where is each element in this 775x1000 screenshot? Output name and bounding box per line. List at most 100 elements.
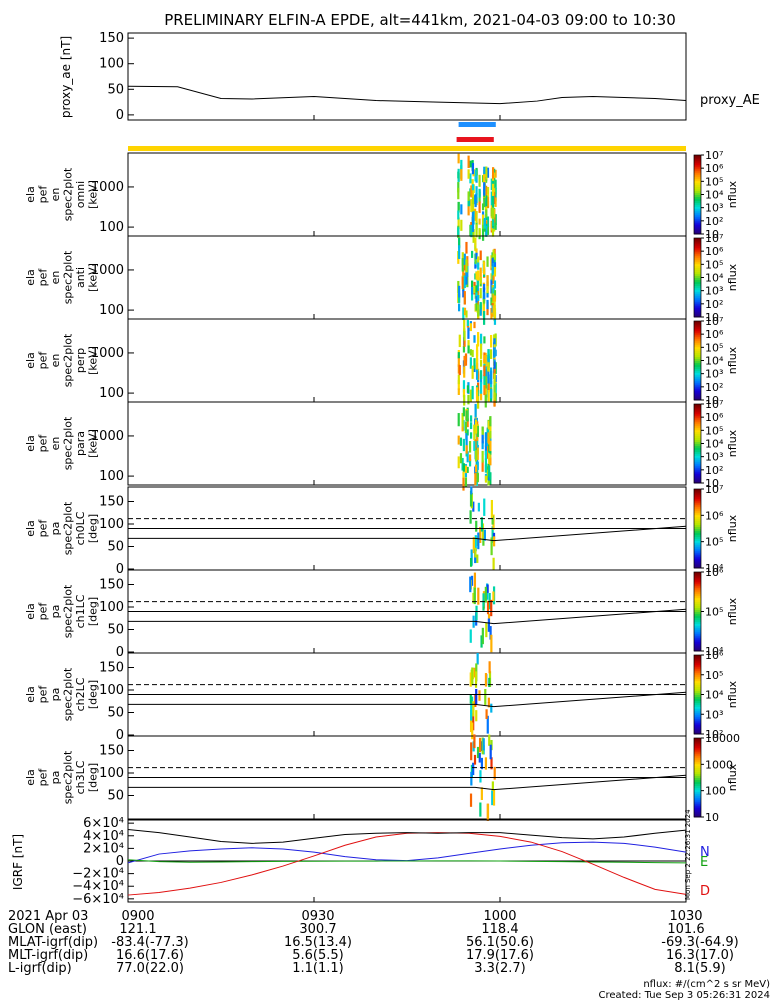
colorbar-cell bbox=[694, 398, 701, 401]
colorbar-cell bbox=[694, 451, 701, 454]
spectrogram-pixel bbox=[466, 466, 469, 473]
spectrogram-ylabel-line: omni bbox=[74, 181, 87, 208]
pitch-line-solid_lower bbox=[128, 608, 687, 625]
colorbar-cell bbox=[694, 696, 701, 699]
colorbar-tick-label: 10000 bbox=[705, 732, 740, 745]
colorbar-cell bbox=[694, 457, 701, 460]
colorbar-cell bbox=[694, 419, 701, 423]
spectrogram-pixel bbox=[486, 197, 490, 207]
proxy-ae-ylabel: proxy_ae [nT] bbox=[59, 36, 73, 118]
spectrogram-pixel bbox=[483, 174, 486, 185]
pitch-pixel bbox=[473, 734, 476, 749]
pitch-pixel bbox=[472, 592, 475, 604]
colorbar-cell bbox=[694, 714, 701, 717]
colorbar-cell bbox=[694, 745, 701, 749]
colorbar-cell bbox=[694, 656, 701, 660]
colorbar-cell bbox=[694, 162, 701, 166]
spectrogram-pixel bbox=[475, 224, 478, 238]
colorbar-tick-label: 10 bbox=[705, 228, 719, 241]
colorbar-cell bbox=[694, 704, 701, 707]
spectrogram-pixel bbox=[475, 358, 479, 371]
spectrogram-pixel bbox=[460, 204, 463, 215]
colorbar-cell bbox=[694, 645, 701, 648]
colorbar-cell bbox=[694, 538, 701, 541]
pitch-ylabel-line: ch0LC bbox=[74, 511, 87, 545]
spectrogram-pixel bbox=[491, 207, 495, 221]
spectrogram-pixel bbox=[475, 295, 478, 303]
pitch-ylabel-line: [deg] bbox=[87, 763, 100, 792]
colorbar-cell bbox=[694, 459, 701, 462]
spectrogram-pixel bbox=[481, 224, 485, 231]
colorbar-cell bbox=[694, 186, 701, 190]
colorbar-cell bbox=[694, 338, 701, 342]
colorbar-cell bbox=[694, 722, 701, 725]
colorbar-cell bbox=[694, 287, 701, 290]
spectrogram-pixel bbox=[478, 201, 481, 213]
spectrogram-pixel bbox=[473, 430, 476, 441]
igrf-series-N bbox=[127, 841, 687, 864]
pitch-pixel bbox=[473, 587, 476, 605]
pitch-pixel bbox=[469, 576, 472, 593]
colorbar-cell bbox=[694, 194, 701, 197]
spectrogram-pixel bbox=[465, 410, 468, 421]
colorbar-cell bbox=[694, 637, 701, 640]
colorbar-cell bbox=[694, 429, 701, 433]
colorbar-cell bbox=[694, 670, 701, 674]
spectrogram-pixel bbox=[486, 444, 489, 454]
pitch-pixel bbox=[472, 537, 475, 554]
spectrogram-ylabel-line: pef bbox=[37, 434, 50, 453]
colorbar-tick-label: 10 bbox=[705, 811, 719, 824]
pitch-ylabel-line: ch2LC bbox=[74, 677, 87, 711]
colorbar-cell bbox=[694, 732, 701, 735]
spectrogram-pixel bbox=[479, 250, 482, 261]
spectrogram-pixel bbox=[494, 223, 497, 230]
pitch-pixel bbox=[475, 688, 478, 705]
spectrogram-pixel bbox=[477, 262, 480, 270]
pitch-pixel bbox=[490, 537, 493, 556]
spectrogram-pixel bbox=[490, 380, 493, 388]
spectrogram-pixel bbox=[464, 353, 468, 366]
colorbar-cell bbox=[694, 346, 701, 350]
proxy-ae-legend: proxy_AE bbox=[700, 93, 760, 108]
colorbar-title-2: nflux bbox=[726, 346, 739, 374]
colorbar-tick-label: 1000 bbox=[705, 758, 733, 771]
spectrogram-pixel bbox=[465, 435, 468, 445]
spectrogram-ylabel-line: en bbox=[49, 437, 62, 451]
colorbar-tick-label: 10⁵ bbox=[705, 669, 723, 682]
colorbar-cell bbox=[694, 738, 701, 741]
colorbar-tick-label: 10⁶ bbox=[705, 328, 724, 341]
ephem-row-3-val-1: 5.6(5.5) bbox=[292, 948, 344, 963]
colorbar-cell bbox=[694, 277, 701, 280]
pitch-pixel bbox=[470, 549, 473, 566]
spectrogram-pixel bbox=[479, 302, 482, 310]
pitch-pixel bbox=[478, 752, 481, 763]
pitch-pixel bbox=[485, 709, 488, 719]
colorbar-cell bbox=[694, 253, 701, 257]
spectrogram-pixel bbox=[463, 291, 466, 305]
spectrogram-ylabel-line: para bbox=[74, 431, 87, 456]
igrf-ytick-label: 4×10⁴ bbox=[83, 829, 124, 844]
colorbar-cell bbox=[694, 490, 701, 494]
spectrogram-pixel bbox=[467, 155, 470, 169]
colorbar-cell bbox=[694, 245, 701, 249]
colorbar-cell bbox=[694, 182, 701, 186]
colorbar-cell bbox=[694, 765, 701, 769]
colorbar-tick-label: 10⁴ bbox=[705, 189, 724, 202]
colorbar-cell bbox=[694, 461, 701, 464]
colorbar-tick-label: 10⁴ bbox=[705, 438, 724, 451]
colorbar-cell bbox=[694, 309, 701, 312]
colorbar-cell bbox=[694, 611, 701, 614]
spectrogram-pixel bbox=[474, 194, 477, 207]
proxy-ae-frame bbox=[127, 32, 687, 121]
colorbar-cell bbox=[694, 374, 701, 377]
colorbar-cell bbox=[694, 259, 701, 263]
colorbar-cell bbox=[694, 540, 701, 543]
spectrogram-pixel bbox=[490, 389, 493, 399]
ephem-row-4-val-3: 8.1(5.9) bbox=[674, 961, 726, 976]
spectrogram-ylabel-line: en bbox=[49, 271, 62, 285]
colorbar-cell bbox=[694, 759, 701, 763]
spectrogram-pixel bbox=[490, 349, 493, 359]
pitch-pixel bbox=[482, 593, 485, 607]
ephem-row-2-val-3: -69.3(-64.9) bbox=[661, 935, 738, 950]
colorbar-cell bbox=[694, 512, 701, 516]
